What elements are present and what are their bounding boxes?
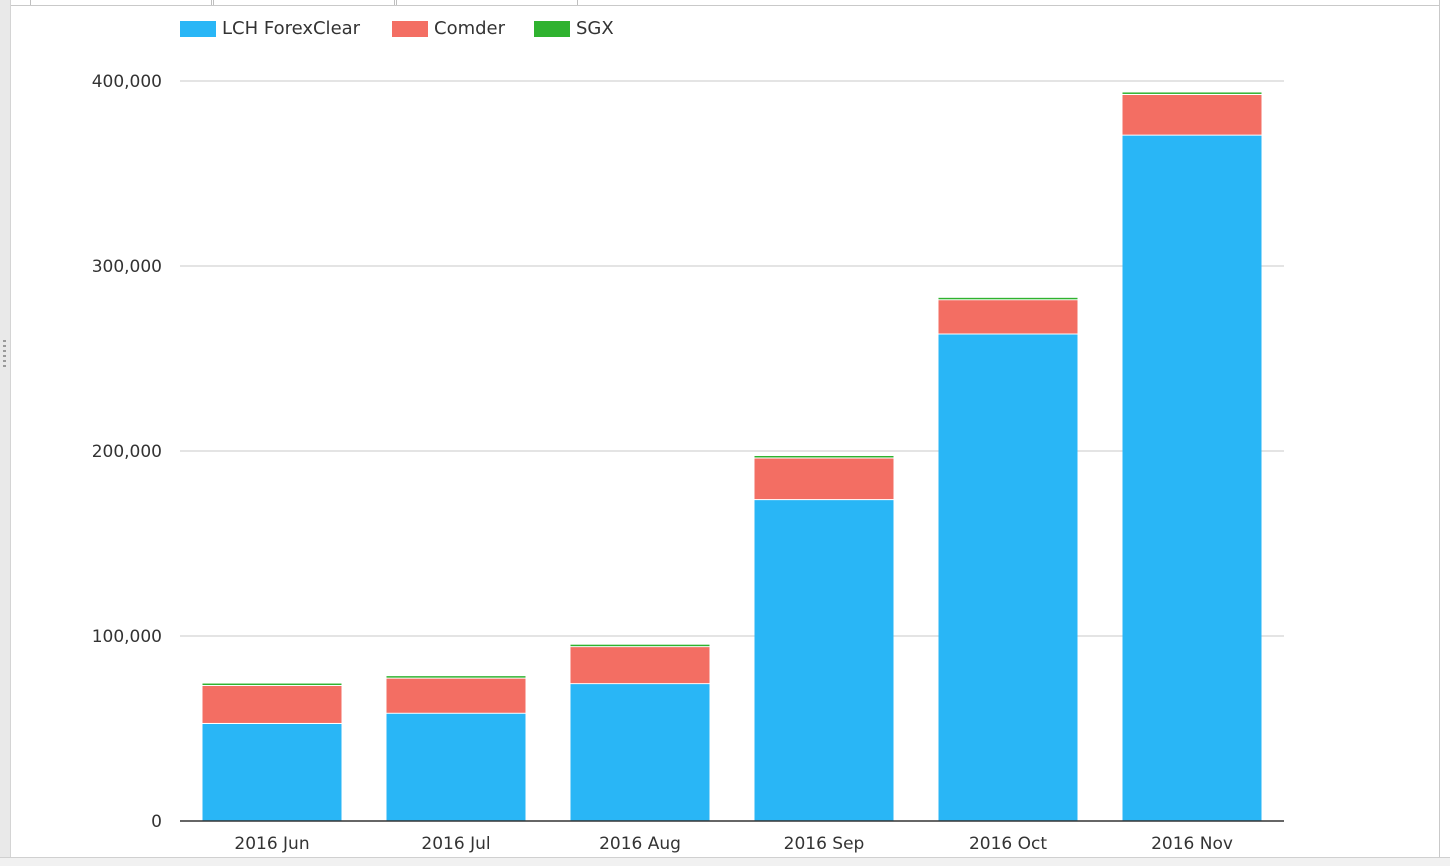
bar-segment <box>202 685 342 723</box>
bar-segment <box>754 499 894 821</box>
top-tab-strip <box>0 0 1450 6</box>
x-tick-label: 2016 Aug <box>599 834 681 854</box>
y-tick-label: 200,000 <box>92 442 162 462</box>
legend-swatch <box>534 21 570 37</box>
bar-segment <box>570 644 710 647</box>
y-tick-label: 0 <box>151 812 162 832</box>
x-tick-label: 2016 Nov <box>1151 834 1233 854</box>
x-tick-label: 2016 Jul <box>421 834 490 854</box>
top-tab[interactable] <box>396 0 578 5</box>
legend-swatch <box>392 21 428 37</box>
left-resize-strip <box>0 0 11 866</box>
bar-segment <box>938 333 1078 821</box>
y-tick-label: 100,000 <box>92 627 162 647</box>
bar-segment <box>202 722 342 821</box>
x-tick-label: 2016 Jun <box>234 834 309 854</box>
bar-segment <box>570 683 710 821</box>
bar-segment <box>1122 134 1262 821</box>
bar-segment <box>386 676 526 678</box>
bar-segment <box>938 297 1078 300</box>
bar-segment <box>754 455 894 458</box>
right-window-border <box>1439 0 1450 866</box>
bar-segment <box>938 299 1078 334</box>
bar-segment <box>1122 92 1262 94</box>
bar-segment <box>1122 93 1262 135</box>
legend-label: LCH ForexClear <box>222 18 361 39</box>
resize-grip-icon[interactable] <box>3 340 7 370</box>
top-tab[interactable] <box>213 0 395 5</box>
top-tab[interactable] <box>30 0 212 5</box>
bottom-strip <box>0 857 1450 866</box>
bar-segment <box>202 683 342 686</box>
legend-label: Comder <box>434 18 506 39</box>
bar-segment <box>570 646 710 684</box>
x-tick-label: 2016 Sep <box>784 834 865 854</box>
bar-segment <box>754 457 894 500</box>
y-tick-label: 300,000 <box>92 257 162 277</box>
legend-label: SGX <box>576 18 614 39</box>
bar-segment <box>386 677 526 713</box>
bar-segment <box>386 712 526 821</box>
legend-swatch <box>180 21 216 37</box>
x-tick-label: 2016 Oct <box>969 834 1047 854</box>
y-tick-label: 400,000 <box>92 72 162 92</box>
